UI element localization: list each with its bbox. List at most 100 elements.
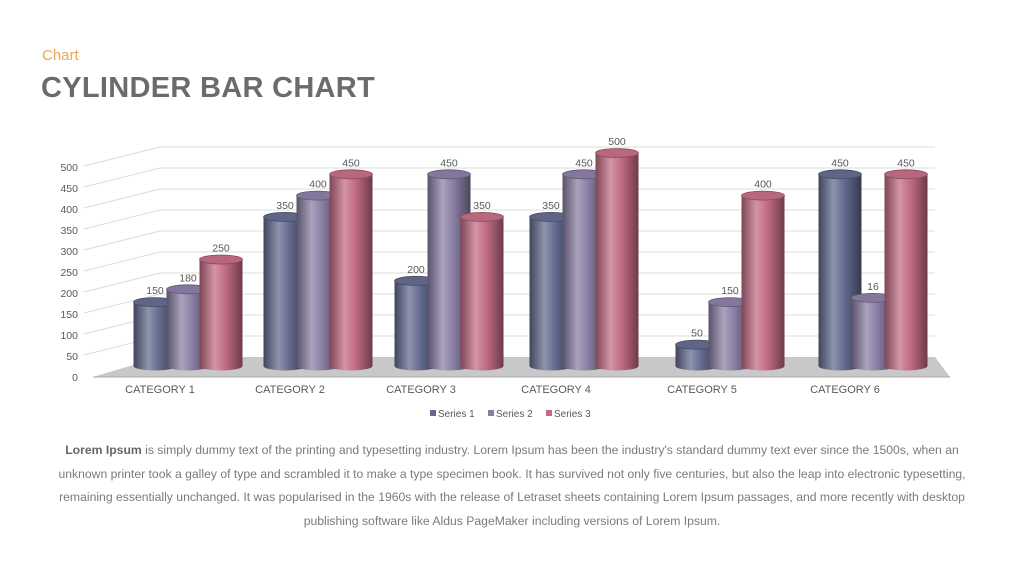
bar-body [884,174,928,371]
bar-2-5 [708,297,752,371]
chart-legend: Series 1 Series 2 Series 3 [430,409,591,420]
bar-1-3 [394,275,438,371]
data-label: 16 [867,281,879,293]
bar-3-1 [199,254,243,371]
legend-swatch [546,410,552,416]
category-label: CATEGORY 4 [521,384,591,396]
data-label: 150 [721,285,739,297]
description-text: is simply dummy text of the printing and… [58,443,966,528]
bar-body [427,174,471,371]
category-label: CATEGORY 1 [125,384,195,396]
bar-top [741,190,785,201]
data-label: 350 [473,200,491,212]
bar-body [460,216,504,371]
data-label: 400 [309,179,327,191]
description-bold: Lorem Ipsum [65,443,142,457]
bar-body [595,153,639,371]
data-label: 50 [691,328,703,340]
bar-body [675,344,719,371]
category-label: CATEGORY 6 [810,384,880,396]
legend-item: Series 2 [488,409,533,420]
data-labels: 150 180 250 350 400 450 200 450 350 350 450 500 50 15… [146,136,915,340]
bar-1-4 [529,211,573,371]
legend-item: Series 3 [546,409,591,420]
legend-label: Series 2 [496,409,533,420]
data-label: 180 [179,272,197,284]
gridline-diag [83,209,161,230]
bar-top [818,169,862,180]
data-label: 450 [440,157,458,169]
bar-body [329,174,373,371]
x-axis: CATEGORY 1 CATEGORY 2 CATEGORY 3 CATEGORY 4… [125,384,880,396]
bar-2-3 [427,169,471,371]
gridline-diag [83,167,161,188]
y-tick-label: 250 [60,267,78,279]
bar-body [166,289,210,371]
y-tick-label: 100 [60,330,78,342]
slide-title: CYLINDER BAR CHART [41,72,376,104]
bar-body [708,302,752,371]
bar-3-2 [329,169,373,371]
data-label: 150 [146,285,164,297]
bar-body [296,195,340,371]
bar-1-1 [133,297,177,371]
bar-top [884,169,928,180]
data-label: 450 [897,157,915,169]
bar-1-2 [263,211,307,371]
bar-body [263,216,307,371]
bar-top [199,254,243,265]
data-label: 350 [542,200,560,212]
description-paragraph: Lorem Ipsum is simply dummy text of the … [58,439,966,533]
bar-3-6 [884,169,928,371]
y-tick-label: 50 [66,351,78,363]
bar-3-5 [741,190,785,371]
y-tick-label: 200 [60,288,78,300]
category-label: CATEGORY 5 [667,384,737,396]
data-label: 200 [407,264,425,276]
data-label: 400 [754,179,772,191]
gridline-diag [83,293,161,314]
bar-body [741,195,785,371]
bar-2-1 [166,284,210,371]
data-label: 450 [575,157,593,169]
bar-body [818,174,862,371]
bar-2-2 [296,190,340,371]
y-tick-label: 0 [72,372,78,384]
bar-1-6 [818,169,862,371]
y-axis: 0 50 100 150 200 250 300 350 400 450 500 [60,162,78,384]
y-tick-label: 500 [60,162,78,174]
cylinder-bar-chart: 0 50 100 150 200 250 300 350 400 450 500 150 180 250… [60,136,950,420]
category-label: CATEGORY 2 [255,384,325,396]
bar-top [427,169,471,180]
y-tick-label: 400 [60,204,78,216]
gridline-diag [83,272,161,293]
gridline-diag [83,251,161,272]
data-label: 250 [212,243,230,255]
bar-1-5 [675,339,719,371]
y-tick-label: 350 [60,225,78,237]
legend-swatch [488,410,494,416]
data-label: 450 [831,157,849,169]
gridline-diag [83,188,161,209]
bar-3-3 [460,211,504,371]
bar-top [329,169,373,180]
slide-subtitle: Chart [42,47,79,64]
bar-body [529,216,573,371]
legend-label: Series 3 [554,409,591,420]
bar-body [199,259,243,371]
category-label: CATEGORY 3 [386,384,456,396]
data-label: 500 [608,136,626,148]
bar-body [394,280,438,371]
bar-body [562,174,606,371]
data-label: 350 [276,200,294,212]
bar-3-4 [595,148,639,371]
gridline-diag [83,146,161,167]
y-tick-label: 150 [60,309,78,321]
chart-bars [133,148,928,371]
legend-swatch [430,410,436,416]
bar-2-6 [851,292,895,371]
gridline-diag [83,230,161,251]
y-tick-label: 450 [60,183,78,195]
bar-2-4 [562,169,606,371]
legend-label: Series 1 [438,409,475,420]
